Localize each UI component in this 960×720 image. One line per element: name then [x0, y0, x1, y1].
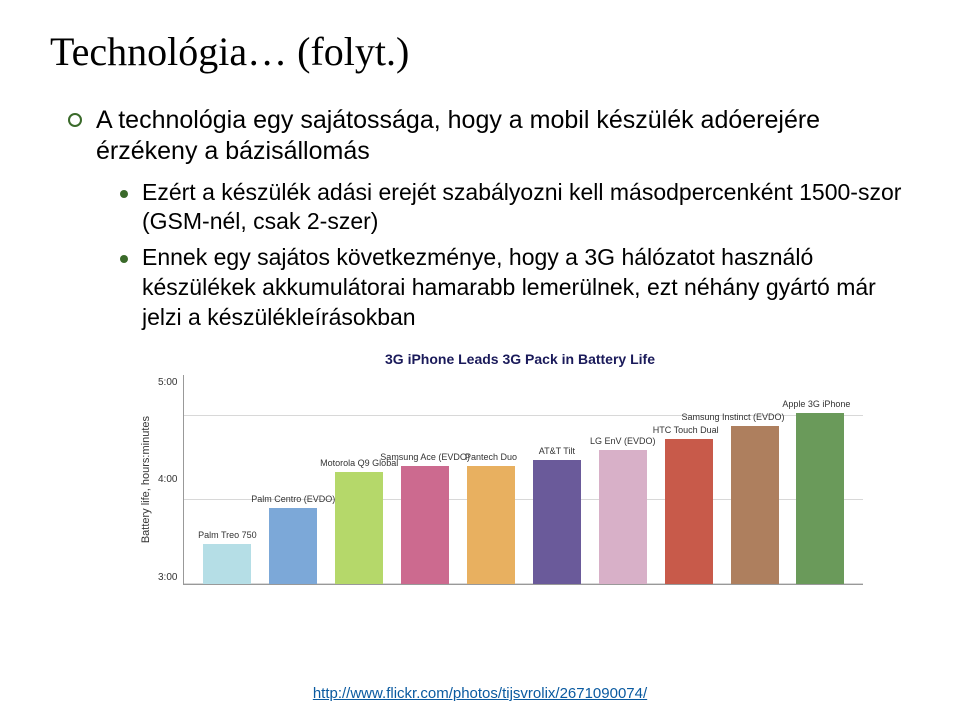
sub-bullet-marker-icon: [120, 255, 128, 263]
sub-bullet: Ennek egy sajátos következménye, hogy a …: [120, 243, 910, 333]
bar: Palm Treo 750: [203, 544, 251, 583]
bar-group: Motorola Q9 Global: [335, 472, 383, 584]
y-axis-ticks: 5:00 4:00 3:00: [158, 375, 177, 585]
bar-group: Palm Centro (EVDO): [269, 508, 317, 584]
bar: Pantech Duo: [467, 466, 515, 584]
bar-label: HTC Touch Dual: [653, 425, 719, 435]
sub-bullet-marker-icon: [120, 190, 128, 198]
sub-bullet-text: Ennek egy sajátos következménye, hogy a …: [142, 243, 910, 333]
bar-group: Apple 3G iPhone: [796, 413, 844, 584]
y-tick: 4:00: [158, 474, 177, 485]
bar-label: Samsung Ace (EVDO): [380, 452, 470, 462]
main-bullet: A technológia egy sajátossága, hogy a mo…: [68, 105, 910, 168]
chart-title: 3G iPhone Leads 3G Pack in Battery Life: [140, 351, 900, 367]
bar-group: LG EnV (EVDO): [599, 450, 647, 584]
bar: HTC Touch Dual: [665, 439, 713, 583]
bar-group: Samsung Ace (EVDO): [401, 466, 449, 584]
bar-group: Palm Treo 750: [203, 544, 251, 583]
bar-label: Pantech Duo: [465, 452, 517, 462]
bar-group: AT&T Tilt: [533, 460, 581, 583]
bar: Palm Centro (EVDO): [269, 508, 317, 584]
bar-label: Apple 3G iPhone: [782, 399, 850, 409]
chart-plot: Palm Treo 750Palm Centro (EVDO)Motorola …: [183, 375, 863, 585]
bar-group: HTC Touch Dual: [665, 439, 713, 583]
bar-label: Samsung Instinct (EVDO): [681, 412, 784, 422]
bullet-marker-icon: [68, 113, 82, 127]
y-tick: 3:00: [158, 572, 177, 583]
bar-label: AT&T Tilt: [539, 446, 575, 456]
bar: Motorola Q9 Global: [335, 472, 383, 584]
bars-row: Palm Treo 750Palm Centro (EVDO)Motorola …: [184, 375, 863, 584]
y-tick: 5:00: [158, 377, 177, 388]
source-link[interactable]: http://www.flickr.com/photos/tijsvrolix/…: [313, 685, 647, 702]
bar-label: Palm Treo 750: [198, 530, 257, 540]
bar: Samsung Instinct (EVDO): [731, 426, 779, 584]
page-title: Technológia… (folyt.): [50, 28, 910, 75]
chart-container: 3G iPhone Leads 3G Pack in Battery Life …: [140, 351, 900, 585]
y-axis-label: Battery life, hours:minutes: [140, 416, 152, 543]
sub-bullet: Ezért a készülék adási erejét szabályozn…: [120, 178, 910, 238]
bar: AT&T Tilt: [533, 460, 581, 583]
bar-group: Samsung Instinct (EVDO): [731, 426, 779, 584]
sub-bullet-text: Ezért a készülék adási erejét szabályozn…: [142, 178, 910, 238]
main-bullet-text: A technológia egy sajátossága, hogy a mo…: [96, 105, 910, 168]
bar: LG EnV (EVDO): [599, 450, 647, 584]
bar-label: Palm Centro (EVDO): [251, 494, 335, 504]
bar-label: LG EnV (EVDO): [590, 436, 656, 446]
bar: Apple 3G iPhone: [796, 413, 844, 584]
bar: Samsung Ace (EVDO): [401, 466, 449, 584]
bar-group: Pantech Duo: [467, 466, 515, 584]
